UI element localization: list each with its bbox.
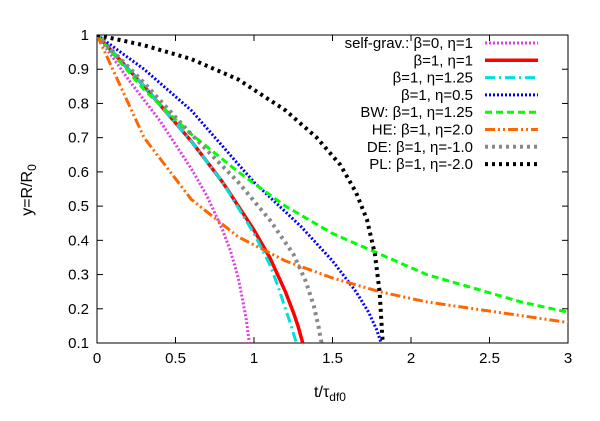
y-tick-label: 0.1 — [68, 335, 89, 352]
legend-label-3: β=1, η=1.25 — [393, 70, 473, 87]
series-line-8 — [97, 35, 385, 343]
legend: self-grav.: β=0, η=1β=1, η=1β=1, η=1.25β… — [345, 35, 538, 173]
legend-label-5: BW: β=1, η=1.25 — [360, 104, 473, 121]
series-line-5 — [97, 35, 568, 314]
y-axis-label: y=R/R0 — [19, 164, 39, 216]
series-layer — [97, 35, 568, 343]
y-tick-label: 0.6 — [68, 164, 89, 181]
legend-label-4: β=1, η=0.5 — [401, 87, 473, 104]
legend-label-8: PL: β=1, η=-2.0 — [369, 156, 473, 173]
plot-frame-layer — [96, 34, 569, 344]
x-tick-label: 2.5 — [479, 350, 500, 367]
x-tick-label: 0 — [93, 350, 101, 367]
legend-label-1: self-grav.: β=0, η=1 — [345, 35, 473, 52]
y-tick-label: 0.4 — [68, 232, 89, 249]
y-tick-label: 0.2 — [68, 301, 89, 318]
x-tick-label: 2 — [407, 350, 415, 367]
x-tick-label: 3 — [564, 350, 572, 367]
y-tick-label: 0.3 — [68, 267, 89, 284]
x-tick-label: 1.5 — [322, 350, 343, 367]
series-line-1 — [97, 35, 251, 343]
y-tick-label: 0.5 — [68, 198, 89, 215]
series-line-7 — [97, 35, 324, 343]
ticks-layer: 0 0.5 1 1.5 2 2.5 3 0.1 0.2 0.3 0.4 0.5 0.6 0.7 0.8 0.9… — [68, 27, 572, 367]
y-tick-label: 0.9 — [68, 61, 89, 78]
plot-frame — [96, 34, 569, 344]
x-tick-label: 1 — [250, 350, 258, 367]
x-axis-label: t/τdf0 — [314, 384, 346, 404]
legend-label-6: HE: β=1, η=2.0 — [372, 122, 473, 139]
series-line-3 — [97, 35, 298, 343]
legend-label-7: DE: β=1, η=-1.0 — [367, 139, 473, 156]
series-line-6 — [97, 35, 568, 324]
series-line-4 — [97, 35, 383, 343]
y-tick-label: 0.7 — [68, 130, 89, 147]
y-tick-label: 1 — [81, 27, 89, 44]
legend-label-2: β=1, η=1 — [413, 52, 473, 69]
x-tick-label: 0.5 — [165, 350, 186, 367]
series-line-2 — [97, 35, 305, 343]
y-tick-label: 0.8 — [68, 95, 89, 112]
